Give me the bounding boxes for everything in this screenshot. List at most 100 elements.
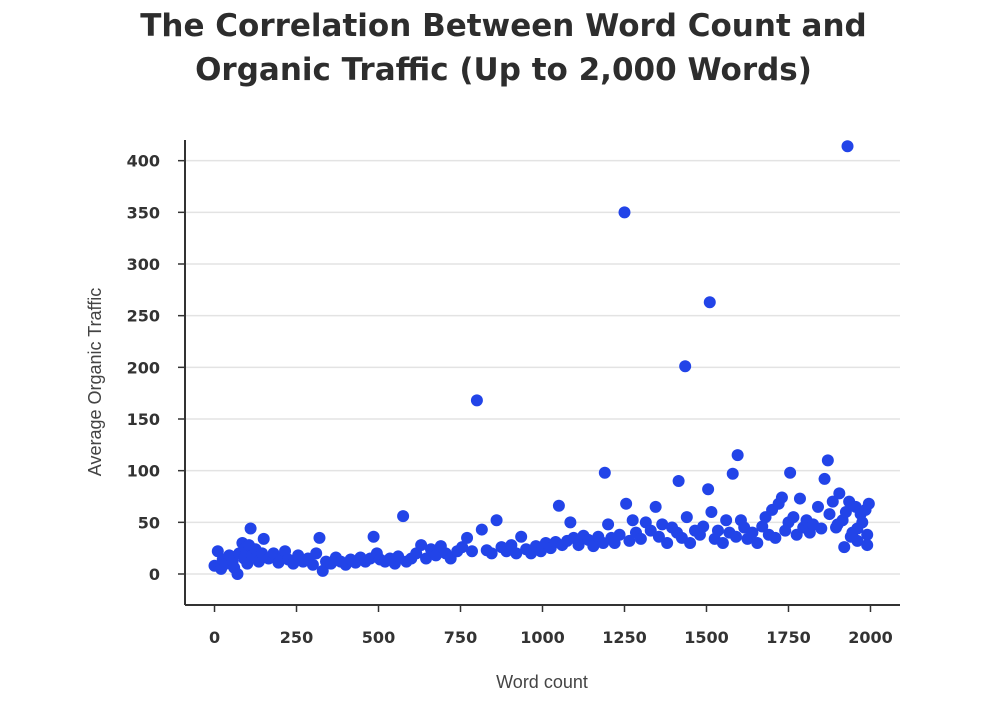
data-point (397, 510, 410, 523)
data-point (429, 549, 442, 562)
y-tick-labels: 0 50 100 150 200 250 300 350 400 (127, 152, 160, 584)
data-point (367, 530, 380, 543)
chart-title: The Correlation Between Word Count and O… (0, 4, 1007, 92)
data-point (316, 564, 329, 577)
data-point (705, 506, 718, 518)
x-tick-labels: 0 250 500 750 1000 1250 1500 1750 2000 (209, 605, 893, 647)
y-tick-label: 400 (127, 152, 160, 171)
data-point (231, 568, 244, 580)
data-point (787, 511, 800, 524)
data-point (775, 491, 788, 504)
data-point (861, 528, 874, 541)
data-point (793, 492, 806, 505)
y-axis-label: Average Organic Traffic (85, 288, 105, 476)
data-point (618, 206, 631, 219)
data-point (552, 499, 565, 512)
data-point (652, 530, 665, 543)
data-point (572, 539, 585, 552)
data-point (821, 454, 834, 467)
data-point (656, 518, 669, 531)
data-point (831, 518, 844, 531)
x-tick-label: 1000 (520, 628, 565, 647)
data-point (420, 552, 433, 565)
data-point (862, 497, 875, 510)
data-point (844, 530, 857, 543)
data-point (490, 514, 503, 527)
data-point (861, 539, 874, 552)
data-point (613, 528, 626, 541)
data-point (461, 531, 474, 544)
data-point (751, 537, 764, 549)
data-point (679, 360, 692, 373)
data-point (306, 558, 319, 571)
x-tick-label: 1750 (766, 628, 811, 647)
data-point (661, 537, 674, 549)
data-point (851, 522, 864, 535)
data-point (720, 514, 733, 527)
x-tick-label: 2000 (848, 628, 893, 647)
data-point (634, 532, 647, 545)
data-point (823, 508, 836, 521)
data-point (838, 541, 851, 554)
data-point (839, 506, 852, 518)
x-tick-label: 1250 (602, 628, 647, 647)
data-point (587, 540, 600, 553)
x-axis-label: Word count (496, 672, 588, 692)
data-point (697, 520, 710, 533)
data-points (208, 140, 875, 580)
data-point (465, 545, 478, 558)
x-tick-label: 500 (362, 628, 395, 647)
data-point (310, 547, 323, 560)
data-point (313, 531, 326, 544)
data-point (470, 394, 483, 407)
data-point (703, 296, 716, 309)
data-point (826, 495, 839, 508)
data-point (746, 526, 759, 539)
data-point (731, 449, 744, 462)
data-point (702, 483, 715, 496)
x-tick-label: 750 (444, 628, 477, 647)
data-point (485, 547, 498, 560)
y-tick-label: 150 (127, 410, 160, 429)
data-point (475, 523, 488, 536)
data-point (602, 518, 615, 531)
data-point (711, 524, 724, 537)
x-tick-label: 0 (209, 628, 220, 647)
data-point (623, 534, 636, 547)
y-tick-label: 0 (149, 565, 160, 584)
y-tick-label: 50 (138, 513, 160, 532)
data-point (815, 522, 828, 535)
data-point (769, 531, 782, 544)
data-point (672, 475, 685, 487)
data-point (730, 530, 743, 543)
data-point (716, 537, 729, 549)
data-point (620, 497, 633, 510)
data-point (841, 140, 854, 153)
y-tick-label: 300 (127, 255, 160, 274)
data-point (456, 541, 469, 554)
chart-title-line2: Organic Traffic (Up to 2,000 Words) (195, 52, 812, 88)
data-point (684, 537, 697, 549)
grid-lines (178, 159, 900, 575)
data-point (515, 530, 528, 543)
chart-title-line1: The Correlation Between Word Count and (140, 8, 867, 44)
y-tick-label: 100 (127, 462, 160, 481)
data-point (812, 500, 825, 513)
y-tick-label: 200 (127, 358, 160, 377)
y-tick-label: 350 (127, 203, 160, 222)
data-point (833, 487, 846, 500)
data-point (818, 472, 831, 485)
data-point (564, 516, 577, 529)
x-tick-label: 250 (280, 628, 313, 647)
data-point (598, 466, 611, 479)
data-point (626, 514, 639, 527)
data-point (510, 547, 523, 560)
y-tick-label: 250 (127, 307, 160, 326)
data-point (257, 532, 270, 545)
data-point (756, 520, 769, 533)
data-point (649, 500, 662, 513)
data-point (244, 522, 257, 535)
data-point (680, 511, 693, 524)
data-point (644, 524, 657, 537)
